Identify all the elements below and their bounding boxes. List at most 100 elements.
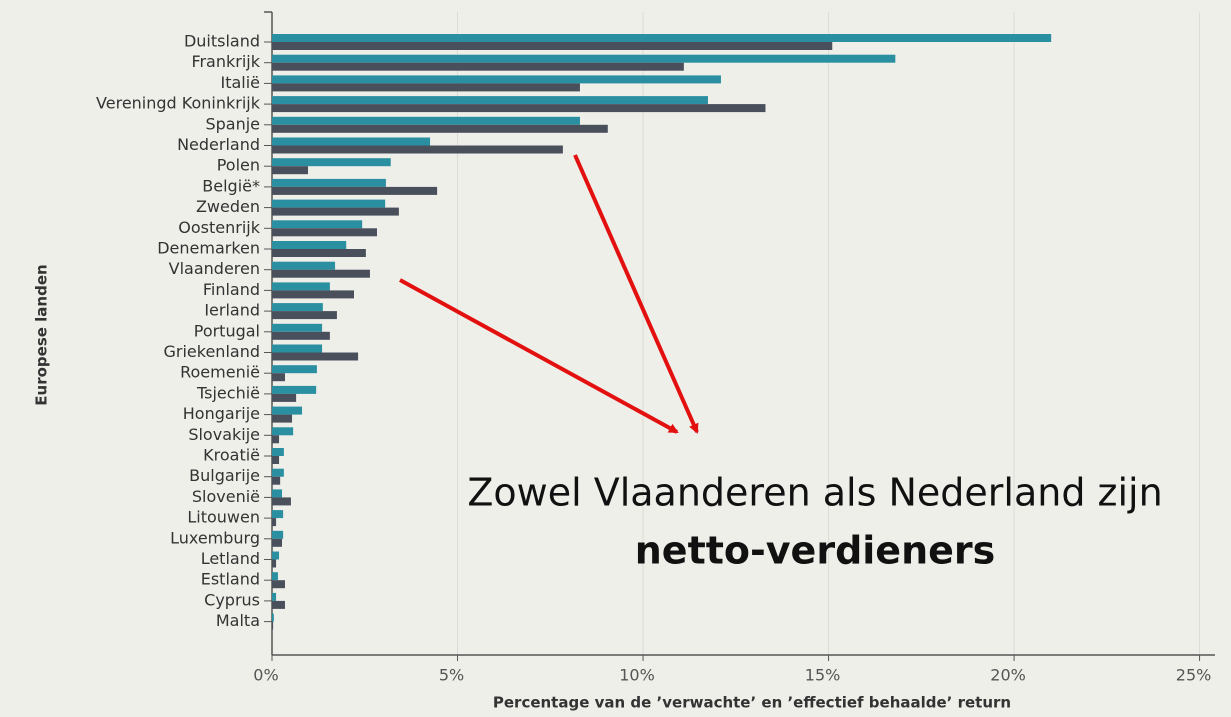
bar [272,365,317,374]
bar [272,414,293,423]
y-tick-label: Hongarije [183,404,260,423]
y-tick-label: Portugal [194,321,260,340]
bar [272,228,378,237]
y-tick-label: Spanje [205,114,260,133]
bar [272,580,285,589]
y-tick-label: Tsjechië [196,383,260,402]
y-tick-label: Slovenië [192,487,260,506]
bar [272,456,280,464]
bar [272,34,1052,42]
bar [272,249,366,257]
bar [272,96,708,105]
bar [272,137,431,146]
bar [272,311,337,320]
y-tick-label: Litouwen [187,508,260,527]
bar [272,166,308,175]
bar [272,373,285,382]
bar [272,393,297,402]
bar [272,613,274,622]
y-tick-label: Bulgarije [189,466,260,485]
bar [272,116,580,125]
y-tick-label: Estland [201,570,260,589]
bar [272,352,359,361]
bar [272,199,386,208]
bar [272,448,284,456]
y-tick-label: België* [202,176,260,195]
bar [272,489,283,498]
y-axis-title: Europese landen [33,264,51,405]
y-tick-label: Kroatië [203,446,260,465]
bar [272,592,277,601]
bar [272,331,330,340]
y-tick-label: Nederland [177,135,260,154]
y-tick-label: Malta [216,611,260,630]
y-tick-label: Denemarken [157,239,260,258]
y-tick-label: Vereningd Koninkrijk [96,94,261,113]
y-tick-label: Vlaanderen [169,259,260,278]
bar [272,497,291,506]
bar [272,186,438,195]
bar [272,510,284,519]
bar [272,344,323,353]
x-tick-label: 15% [805,666,841,685]
bar [272,282,330,291]
y-tick-label: Polen [217,156,260,175]
x-tick-label: 20% [990,666,1026,685]
bar [272,207,399,216]
y-tick-label: Zweden [196,197,260,216]
y-tick-label: Italië [220,73,260,92]
bar [272,427,294,436]
bar [272,406,303,415]
bar [272,220,363,229]
bar [272,538,283,547]
bar [272,600,285,609]
y-tick-label: Slovakije [188,425,260,444]
bar [272,75,721,84]
y-tick-label: Finland [203,280,260,299]
bar [272,323,323,332]
y-tick-label: Roemenië [180,363,260,382]
bar [272,104,766,113]
bar [272,290,354,299]
bar [272,559,277,568]
annotation: netto-verdieners [635,529,996,573]
annotation: Zowel Vlaanderen als Nederland zijn [467,471,1162,515]
y-tick-label: Duitsland [184,32,260,51]
bar [272,42,833,50]
bar [272,621,274,630]
x-axis-title: Percentage van de ’verwachte’ en ’effect… [493,694,1011,712]
bar [272,476,281,485]
y-tick-label: Frankrijk [191,52,260,71]
bar [272,241,347,249]
bar [272,530,284,539]
bar [272,83,580,92]
y-tick-label: Griekenland [164,342,261,361]
y-tick-label: Cyprus [204,590,260,609]
x-tick-label: 5% [439,666,464,685]
x-tick-label: 10% [619,666,655,685]
y-tick-label: Ierland [204,301,260,320]
x-tick-label: 0% [253,666,278,685]
x-tick-label: 25% [1176,666,1212,685]
bar [272,145,563,154]
y-tick-label: Luxemburg [170,528,260,547]
bar [272,124,608,133]
arrow [399,278,679,434]
bar [272,435,280,444]
bar [272,269,370,278]
bar [272,551,280,560]
bar [272,385,317,394]
bar [272,468,284,477]
bar [272,518,277,527]
bar [272,261,336,270]
bar [272,572,278,581]
y-tick-label: Oostenrijk [178,218,260,237]
bar [272,303,323,312]
bar [272,178,386,187]
y-tick-label: Letland [201,549,260,568]
arrow [573,154,699,434]
bar [272,62,684,71]
bar [272,158,391,167]
bar [272,54,896,63]
